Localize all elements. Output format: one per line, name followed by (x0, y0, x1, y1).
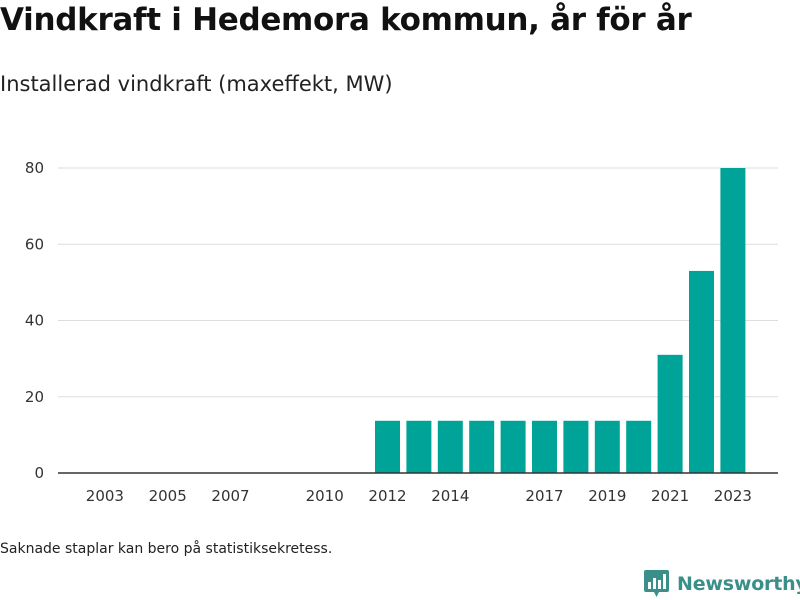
bar-2023 (720, 168, 746, 473)
brand-name: Newsworthy (677, 573, 800, 595)
x-tick-label: 2003 (86, 487, 124, 505)
x-tick-label: 2010 (306, 487, 344, 505)
bar-2020 (626, 420, 652, 473)
y-tick-label: 20 (25, 388, 44, 406)
bar-2016 (500, 420, 526, 473)
x-tick-label: 2014 (431, 487, 469, 505)
newsworthy-logo-icon (644, 570, 669, 597)
bar-2014 (437, 420, 463, 473)
chart-title: Vindkraft i Hedemora kommun, år för år (0, 2, 692, 38)
y-tick-label: 80 (25, 159, 44, 177)
bar-2019 (594, 420, 620, 473)
bar-2015 (469, 420, 495, 473)
chart-subtitle: Installerad vindkraft (maxeffekt, MW) (0, 72, 393, 96)
bar-2013 (406, 420, 432, 473)
x-tick-label: 2023 (714, 487, 752, 505)
y-tick-label: 40 (25, 312, 44, 330)
bar-chart: 0 20 40 60 80 2003 2005 2007 2010 2012 2014 2017 201… (25, 159, 778, 505)
x-tick-label: 2007 (211, 487, 249, 505)
bar-2021 (657, 354, 683, 473)
bar-2022 (689, 270, 714, 473)
y-tick-label: 60 (25, 235, 44, 253)
x-tick-label: 2017 (525, 487, 563, 505)
x-tick-label: 2021 (651, 487, 689, 505)
y-tick-label: 0 (34, 464, 44, 482)
footnote: Saknade staplar kan bero på statistiksek… (0, 541, 333, 557)
bar-2018 (563, 420, 589, 473)
newsworthy-brand[interactable]: Newsworthy (644, 570, 800, 598)
bar-2012 (375, 420, 400, 473)
x-tick-label: 2012 (368, 487, 406, 505)
x-tick-label: 2019 (588, 487, 626, 505)
bar-2017 (532, 420, 557, 473)
x-tick-label: 2005 (149, 487, 187, 505)
